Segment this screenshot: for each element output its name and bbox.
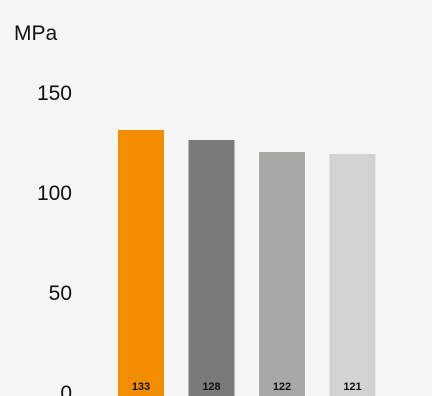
- y-tick-label-150: 150: [37, 82, 72, 105]
- bar-4: [329, 154, 376, 396]
- y-axis-ticks: 0 50 100 150: [37, 82, 72, 396]
- bar-1: [118, 130, 164, 396]
- bar-2: [188, 140, 235, 396]
- y-tick-label-50: 50: [49, 282, 72, 305]
- bar-3: [259, 152, 305, 396]
- y-tick-label-0: 0: [60, 382, 72, 396]
- y-tick-label-100: 100: [37, 182, 72, 205]
- bar-value-label-4: 121: [343, 381, 361, 393]
- bar-value-label-1: 133: [132, 381, 150, 393]
- bar-value-label-2: 128: [202, 381, 220, 393]
- bars: [118, 130, 376, 396]
- data-labels: 133 128 122 121: [132, 381, 362, 393]
- y-axis-unit-label: MPa: [14, 22, 58, 45]
- bar-value-label-3: 122: [273, 381, 291, 393]
